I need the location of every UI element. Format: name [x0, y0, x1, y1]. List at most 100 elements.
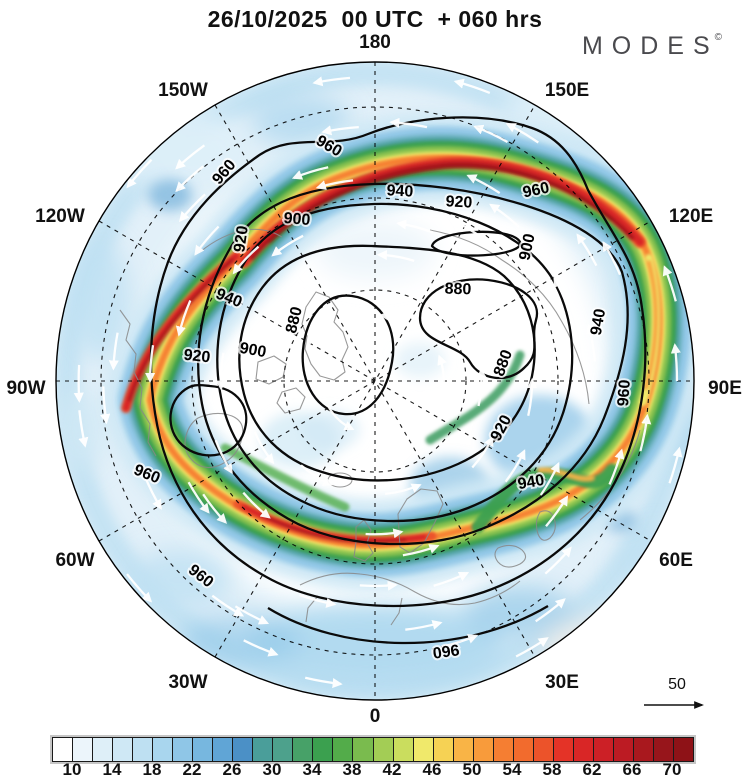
colorbar-tick: 66 [622, 760, 642, 779]
wind-arrow [179, 193, 206, 223]
colorbar-cell [652, 738, 673, 761]
colorbar-tick: 22 [182, 760, 202, 779]
colorbar-cell [272, 738, 293, 761]
colorbar-cell [552, 738, 573, 761]
wind-arrow [175, 144, 206, 170]
wind-arrow [312, 76, 351, 87]
wind-arrow [489, 203, 520, 228]
colorbar-cell [572, 738, 593, 761]
colorbar-cell [512, 738, 533, 761]
colorbar-cell [372, 738, 393, 761]
colorbar-cell [212, 738, 233, 761]
wind-arrow [433, 571, 470, 587]
wind-arrow [100, 386, 111, 425]
longitude-label: 180 [359, 32, 391, 53]
wind-arrow [326, 403, 355, 431]
wind-arrow [449, 218, 483, 239]
wind-arrow [187, 481, 210, 514]
colorbar-cell [452, 738, 473, 761]
jet-cores [121, 156, 661, 545]
longitude-label: 150E [545, 80, 589, 101]
wind-arrow [126, 573, 153, 603]
colorbar-tick: 50 [462, 760, 482, 779]
wind-arrow [299, 594, 337, 608]
wind-arrow [437, 354, 447, 393]
wind-arrow [476, 368, 487, 407]
contour-label: 920 [183, 347, 211, 367]
wind-arrow [284, 277, 314, 303]
wind-arrow [269, 319, 288, 355]
contour-label: 920 [445, 193, 473, 211]
colorbar-cell [112, 738, 133, 761]
wind-arrow [505, 123, 539, 144]
colorbar-tick: 38 [342, 760, 362, 779]
wind-arrow [509, 302, 526, 338]
wind-arrow [662, 265, 677, 302]
contour-label: 900 [516, 232, 538, 262]
wind-arrow [585, 323, 596, 362]
wind-arrow [308, 316, 335, 346]
wind-arrow [441, 634, 479, 649]
wind-arrow [365, 528, 404, 539]
colorbar-tick: 26 [222, 760, 242, 779]
wind-arrow [175, 165, 204, 193]
colorbar [52, 737, 694, 762]
coastlines [119, 228, 641, 626]
wind-arrow [364, 448, 402, 458]
colorbar-cell [172, 738, 193, 761]
wind-arrow [576, 233, 598, 267]
wind-arrow [321, 125, 359, 136]
colorbar-cell [352, 738, 373, 761]
wind-arrow [175, 300, 192, 337]
wind-arrow [202, 493, 227, 524]
longitude-label: 0 [370, 706, 381, 727]
colorbar-tick: 54 [502, 760, 522, 779]
wind-arrow [291, 166, 329, 180]
colorbar-cell [232, 738, 253, 761]
colorbar-cell [312, 738, 333, 761]
modes-logo: MODES© [582, 32, 722, 61]
colorbar-tick: 18 [142, 760, 162, 779]
wind-arrow [143, 475, 162, 510]
colorbar-tick: 42 [382, 760, 402, 779]
wind-arrow [379, 310, 416, 329]
longitude-label: 150W [158, 80, 208, 101]
colorbar-cell [612, 738, 633, 761]
wind-arrow [389, 117, 428, 129]
colorbar-cell [132, 738, 153, 761]
wind-arrow [670, 343, 681, 382]
wind-arrow [504, 449, 526, 483]
colorbar-cell [632, 738, 653, 761]
wind-arrow [466, 174, 501, 195]
wind-arrow [126, 158, 153, 189]
wind-arrow [304, 676, 343, 689]
wind-arrow [359, 580, 398, 591]
wind-arrow [384, 483, 422, 495]
wind-arrow [78, 410, 89, 448]
map-boundary [55, 61, 695, 701]
wind-arrow [515, 637, 549, 658]
colorbar-cell [192, 738, 213, 761]
wind-arrows [73, 76, 683, 689]
wind-arrow [527, 377, 538, 416]
colorbar-tick: 14 [102, 760, 122, 779]
wind-arrow [271, 234, 304, 257]
colorbar-cell [492, 738, 513, 761]
copyright-mark: © [714, 32, 722, 43]
longitude-label: 30E [545, 672, 579, 693]
wind-arrow [439, 297, 466, 327]
colorbar-cell [72, 738, 93, 761]
contour-label: 880 [444, 281, 471, 299]
wind-arrow [211, 594, 245, 617]
colorbar-tick: 46 [422, 760, 442, 779]
wind-arrow [471, 435, 494, 469]
chart-title: 26/10/2025 00 UTC + 060 hrs [207, 6, 543, 32]
colorbar-tick: 70 [662, 760, 682, 779]
wind-arrow [405, 620, 443, 631]
wind-arrow [545, 495, 569, 527]
colorbar-cell [412, 738, 433, 761]
height-contours [149, 116, 647, 645]
wind-arrow [242, 491, 271, 519]
wind-arrow [639, 413, 652, 452]
wind-arrow [668, 446, 683, 484]
